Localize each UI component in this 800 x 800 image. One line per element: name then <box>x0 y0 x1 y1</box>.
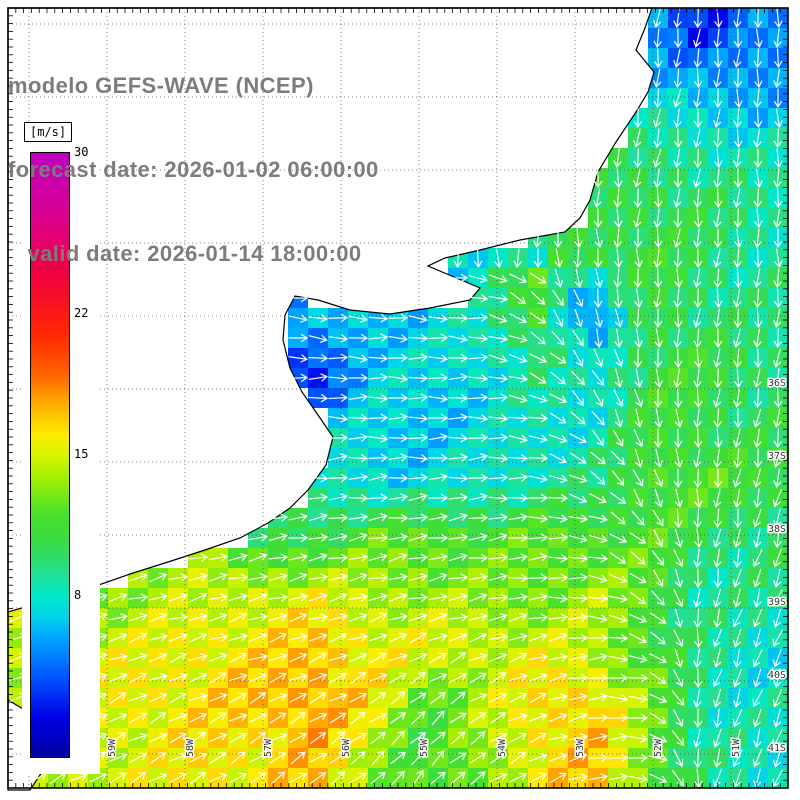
lat-label: 36S <box>768 378 786 389</box>
map-frame <box>7 7 789 789</box>
colorbar-tick: 30 <box>74 145 89 159</box>
land-mass <box>7 7 655 613</box>
colorbar-gradient <box>30 152 70 758</box>
lat-label: 38S <box>768 524 786 535</box>
colorbar-tick: 22 <box>74 306 89 321</box>
lon-label: 55W <box>419 738 430 757</box>
title-block: modelo GEFS-WAVE (NCEP) forecast date: 2… <box>8 16 379 324</box>
lon-label: 58W <box>185 738 196 757</box>
lon-label: 52W <box>653 738 664 757</box>
lat-label: 37S <box>768 451 786 462</box>
lat-label: 41S <box>768 743 786 754</box>
forecast-date: forecast date: 2026-01-02 06:00:00 <box>8 157 379 182</box>
colorbar-tick: 8 <box>74 587 82 602</box>
colorbar-legend: [m/s] 30 22 15 8 <box>22 122 100 774</box>
lat-label: 40S <box>768 670 786 681</box>
valid-date: valid date: 2026-01-14 18:00:00 <box>8 241 362 266</box>
lon-label: 53W <box>575 738 586 757</box>
lon-label: 56W <box>341 738 352 757</box>
lon-label: 59W <box>107 738 118 757</box>
model-title: modelo GEFS-WAVE (NCEP) <box>8 73 314 98</box>
lat-label: 39S <box>768 597 786 608</box>
lon-label: 57W <box>263 738 274 757</box>
lon-label: 54W <box>497 738 508 757</box>
lon-label: 51W <box>731 738 742 757</box>
colorbar-tick: 15 <box>74 447 89 461</box>
colorbar-unit-label: [m/s] <box>24 122 73 142</box>
